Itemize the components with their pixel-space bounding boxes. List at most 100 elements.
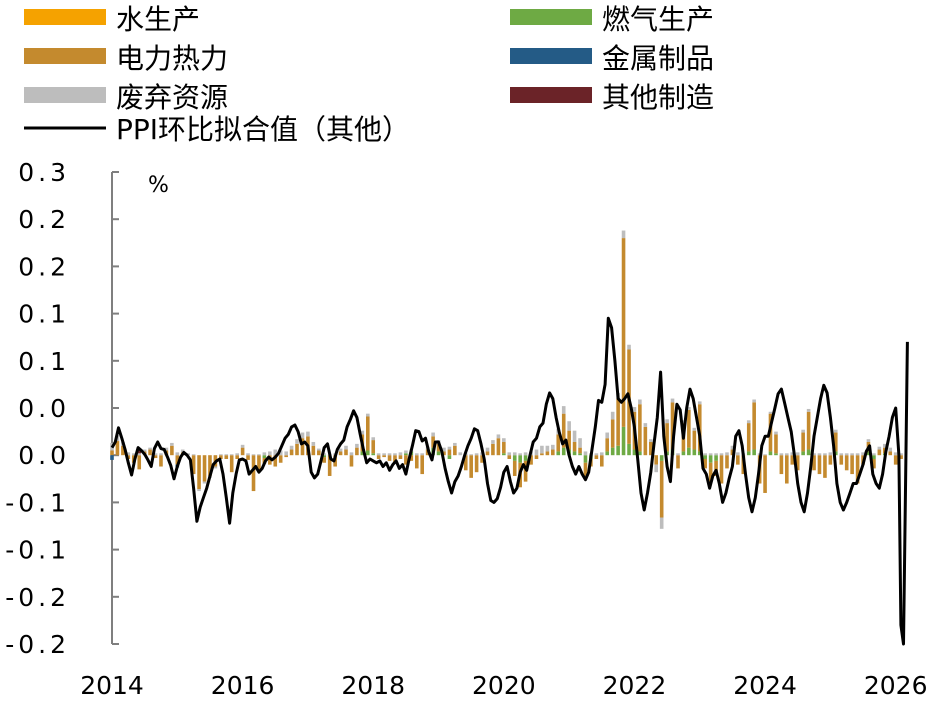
bar-power xyxy=(817,455,822,475)
bar-power xyxy=(507,455,512,459)
bar-waste xyxy=(643,423,648,427)
bar-power xyxy=(567,430,571,450)
legend-swatch-metal xyxy=(510,48,592,64)
bar-gas xyxy=(404,453,408,456)
bar-waste xyxy=(387,453,392,456)
bar-power xyxy=(398,455,403,459)
bar-power xyxy=(480,455,484,463)
bar-power xyxy=(469,455,473,478)
bar-power xyxy=(583,462,588,476)
bar-power xyxy=(806,411,811,450)
bar-waste xyxy=(300,432,305,439)
bar-power xyxy=(453,445,457,456)
bar-power xyxy=(844,455,849,471)
bar-waste xyxy=(393,453,397,456)
bar-waste xyxy=(175,452,180,456)
bar-power xyxy=(529,455,533,465)
bar-waste xyxy=(523,452,528,456)
bar-power xyxy=(322,457,327,463)
bar-metal xyxy=(110,455,114,460)
bar-power xyxy=(175,455,180,465)
bar-waste xyxy=(540,445,544,454)
bar-waste xyxy=(311,441,316,446)
bar-power xyxy=(295,443,299,456)
bar-power xyxy=(491,443,495,456)
unit-label: % xyxy=(148,173,169,198)
bar-waste xyxy=(692,427,697,431)
bar-waste xyxy=(344,445,348,450)
bar-power xyxy=(355,447,359,456)
bar-waste xyxy=(719,453,724,456)
bar-waste xyxy=(197,489,201,492)
bar-gas xyxy=(833,451,838,456)
bar-power xyxy=(855,455,860,484)
bar-waste xyxy=(676,453,680,456)
bar-power xyxy=(371,440,376,454)
bar-power xyxy=(431,436,435,448)
bar-gas xyxy=(774,453,778,456)
bar-power xyxy=(442,451,446,456)
bar-waste xyxy=(578,438,582,448)
bar-gas xyxy=(708,455,713,463)
y-tick-label: 0.1 xyxy=(18,300,70,329)
bar-waste xyxy=(371,437,376,441)
bar-waste xyxy=(317,448,321,451)
bar-power xyxy=(485,451,490,456)
bar-waste xyxy=(512,452,517,456)
bar-waste xyxy=(376,453,381,456)
bar-waste xyxy=(414,453,419,456)
bar-waste xyxy=(861,452,865,456)
bar-waste xyxy=(453,442,457,446)
bar-gas xyxy=(872,455,876,459)
bar-power xyxy=(605,438,610,452)
bar-power xyxy=(436,443,441,452)
bar-waste xyxy=(855,453,860,456)
bar-gas xyxy=(561,447,566,456)
legend-swatch-water xyxy=(24,9,106,25)
x-tick-label: 2022 xyxy=(603,671,667,700)
bar-power xyxy=(170,445,174,456)
bar-waste xyxy=(850,453,854,456)
legend-swatch-other xyxy=(510,87,592,103)
bar-power xyxy=(594,455,599,459)
bar-power xyxy=(376,455,381,459)
bar-power xyxy=(387,455,392,461)
x-tick-label: 2020 xyxy=(472,671,536,700)
bar-power xyxy=(420,455,425,475)
bar-waste xyxy=(131,453,136,456)
bar-waste xyxy=(774,431,778,435)
bar-waste xyxy=(882,443,887,448)
bar-waste xyxy=(746,420,751,424)
bar-waste xyxy=(289,445,294,450)
bar-power xyxy=(785,455,789,484)
bar-power xyxy=(850,455,854,475)
y-tick-label: -0.1 xyxy=(5,488,70,517)
bar-power xyxy=(257,455,261,471)
bar-waste xyxy=(828,452,833,456)
bar-waste xyxy=(725,452,729,456)
bar-waste xyxy=(594,453,599,456)
y-tick-label: 0.2 xyxy=(18,205,70,234)
bar-gas xyxy=(262,455,267,459)
bar-power xyxy=(393,455,397,463)
bar-power xyxy=(610,419,615,448)
bar-power xyxy=(812,455,816,471)
legend-label-waste: 废弃资源 xyxy=(116,81,228,114)
bar-waste xyxy=(518,453,522,456)
bar-power xyxy=(115,441,120,456)
bar-power xyxy=(872,458,876,469)
bar-waste xyxy=(213,466,218,469)
bar-waste xyxy=(899,453,903,456)
bar-gas xyxy=(360,451,365,456)
bar-waste xyxy=(404,450,408,454)
fitted-line xyxy=(110,316,909,646)
bar-waste xyxy=(659,517,664,529)
bar-power xyxy=(893,455,898,465)
bar-gas xyxy=(447,455,452,459)
bar-gas xyxy=(746,451,751,456)
bar-power xyxy=(551,449,555,456)
bar-power xyxy=(616,398,620,446)
bar-waste xyxy=(224,454,229,456)
